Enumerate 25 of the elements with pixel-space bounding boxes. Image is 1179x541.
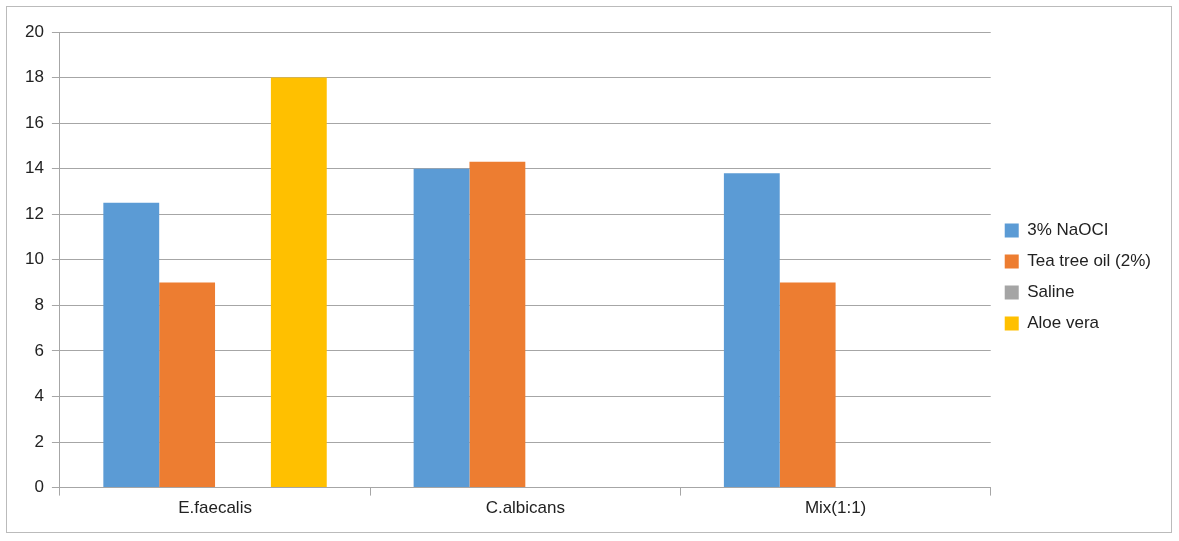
- y-tick-label: 16: [24, 112, 44, 132]
- legend-label: Tea tree oil (2%): [1027, 251, 1152, 271]
- y-tick-label: 18: [24, 67, 44, 87]
- y-tick-label: 0: [34, 477, 44, 497]
- x-tick-label: E.faecalis: [178, 498, 252, 518]
- bar: [103, 202, 160, 488]
- y-tick-label: 8: [34, 295, 44, 315]
- legend-label: Aloe vera: [1027, 313, 1100, 333]
- y-tick-label: 20: [24, 21, 44, 41]
- x-tick-label: Mix(1:1): [804, 498, 867, 518]
- y-tick-label: 14: [24, 158, 44, 178]
- legend-label: 3% NaOCI: [1027, 220, 1109, 240]
- y-tick-label: 10: [24, 249, 44, 269]
- bar: [723, 173, 780, 488]
- y-tick-label: 4: [34, 386, 44, 406]
- bar: [270, 77, 327, 488]
- y-tick-label: 12: [24, 203, 44, 223]
- y-tick-label: 6: [34, 340, 44, 360]
- bar: [413, 168, 470, 488]
- legend-label: Saline: [1027, 282, 1075, 302]
- y-tick-label: 2: [34, 431, 44, 451]
- bar: [469, 161, 526, 488]
- bar: [159, 282, 216, 488]
- x-tick-label: C.albicans: [485, 498, 566, 518]
- bar: [779, 282, 836, 488]
